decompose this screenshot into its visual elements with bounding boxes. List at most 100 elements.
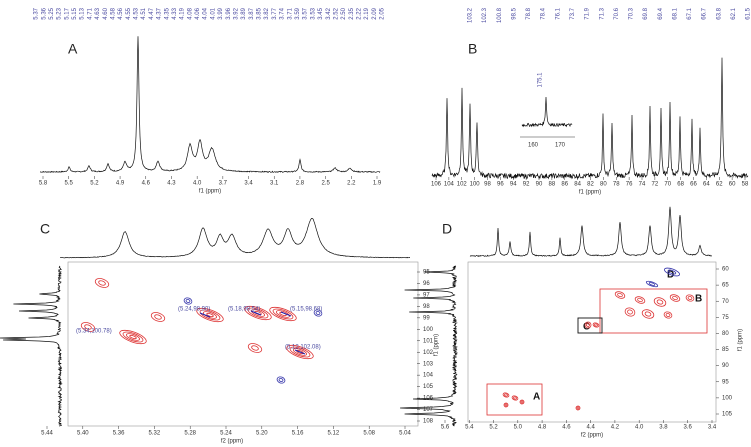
- peak-label: 4.51: [141, 7, 147, 19]
- contour: [669, 294, 681, 302]
- tick-label: 100: [470, 182, 481, 188]
- contour: [122, 331, 144, 343]
- peak-label: 2.52: [333, 7, 339, 19]
- peak-label: 5.23: [57, 7, 63, 19]
- tick-label: 102: [457, 182, 468, 188]
- region-box: [577, 317, 603, 334]
- contour: [251, 345, 259, 351]
- tick-label: 64: [703, 182, 710, 188]
- inset-tick: 160: [528, 143, 539, 149]
- cross-peak-label: (5.18,98.54): [228, 307, 260, 313]
- tick-label: 95: [722, 379, 729, 385]
- peak-label: 4.04: [203, 7, 209, 19]
- tick-label: 4.9: [116, 181, 125, 187]
- peak-label: 5.15: [72, 7, 78, 19]
- contour: [667, 269, 677, 275]
- tick-label: 70: [722, 299, 729, 305]
- peak-label: 5.37: [34, 7, 40, 19]
- peak-label: 5.13: [80, 7, 86, 19]
- contour: [687, 296, 693, 300]
- peak-label: 4.47: [149, 7, 155, 19]
- contour: [664, 267, 680, 277]
- contour: [150, 312, 166, 322]
- contour: [250, 310, 262, 316]
- tick-label: 4.0: [193, 181, 202, 187]
- tick-label: 97: [423, 293, 430, 299]
- peak-label: 68.1: [672, 7, 678, 19]
- tick-label: 4.6: [142, 181, 151, 187]
- contour: [275, 310, 291, 318]
- tick-label: 106: [431, 182, 442, 188]
- tick-label: 5.28: [184, 431, 196, 437]
- contour: [247, 343, 263, 353]
- peak-label: 3.96: [226, 7, 232, 19]
- tick-label: 4.2: [611, 425, 620, 431]
- contour: [199, 312, 211, 318]
- tick-label: 5.40: [77, 431, 89, 437]
- peak-label: 69.8: [643, 7, 649, 19]
- tick-label: 4.4: [586, 425, 595, 431]
- peak-label: 70.3: [629, 7, 635, 19]
- tick-label: 107: [423, 407, 434, 413]
- peak-label: 4.37: [157, 7, 163, 19]
- region-label: D: [667, 270, 674, 281]
- tick-label: 5.8: [39, 181, 48, 187]
- tick-label: 58: [742, 182, 749, 188]
- peak-label: 4.60: [103, 7, 109, 19]
- contour: [520, 400, 524, 404]
- contour: [504, 393, 508, 397]
- tick-label: 92: [523, 182, 530, 188]
- inset-tick: 170: [555, 143, 566, 149]
- peak-label: 4.55: [126, 7, 132, 19]
- region-label: A: [533, 392, 540, 403]
- tick-label: 80: [600, 182, 607, 188]
- peak-label: 5.17: [64, 7, 70, 19]
- tick-label: 2.5: [321, 181, 330, 187]
- contour: [617, 292, 623, 298]
- tick-label: 74: [639, 182, 646, 188]
- tick-label: 70: [664, 182, 671, 188]
- peak-label: 4.01: [210, 7, 216, 19]
- tick-label: 98: [423, 304, 430, 310]
- tick-label: 105: [423, 384, 434, 390]
- contour: [98, 280, 106, 286]
- contour: [183, 297, 193, 305]
- peak-label: 103.2: [468, 7, 474, 23]
- contour: [129, 334, 137, 340]
- tick-label: 3.4: [708, 425, 717, 431]
- tick-label: 108: [423, 419, 434, 425]
- peak-label: 98.5: [511, 7, 517, 19]
- spectrum: [0, 265, 63, 427]
- peak-label: 102.3: [482, 7, 488, 23]
- peak-label: 2.19: [364, 7, 370, 19]
- panel-label: B: [468, 41, 477, 57]
- tick-label: 99: [423, 315, 430, 321]
- peak-label: 4.58: [110, 7, 116, 19]
- tick-label: 98: [484, 182, 491, 188]
- axis-label: f1 (ppm): [738, 329, 744, 351]
- contour: [199, 309, 221, 321]
- tick-label: 5.44: [41, 431, 53, 437]
- tick-label: 96: [423, 281, 430, 287]
- axis-label: f2 (ppm): [581, 433, 603, 439]
- contour: [653, 297, 667, 307]
- tick-label: 90: [722, 363, 729, 369]
- tick-label: 5.2: [489, 425, 498, 431]
- contour: [503, 402, 509, 408]
- peak-label: 4.33: [172, 7, 178, 19]
- tick-label: 3.8: [659, 425, 668, 431]
- contour: [685, 294, 695, 302]
- peak-label: 71.3: [599, 7, 605, 19]
- tick-label: 1.9: [373, 181, 382, 187]
- cross-peak-label: (5.34,100.78): [76, 329, 112, 335]
- tick-label: 2.8: [296, 181, 305, 187]
- tick-label: 5.12: [328, 431, 340, 437]
- contour: [269, 306, 297, 322]
- contour: [504, 403, 508, 407]
- contour: [511, 395, 519, 401]
- axis-label: f2 (ppm): [221, 439, 243, 445]
- peak-label: 3.59: [295, 7, 301, 19]
- peak-label: 4.53: [134, 7, 140, 19]
- contour: [513, 396, 517, 400]
